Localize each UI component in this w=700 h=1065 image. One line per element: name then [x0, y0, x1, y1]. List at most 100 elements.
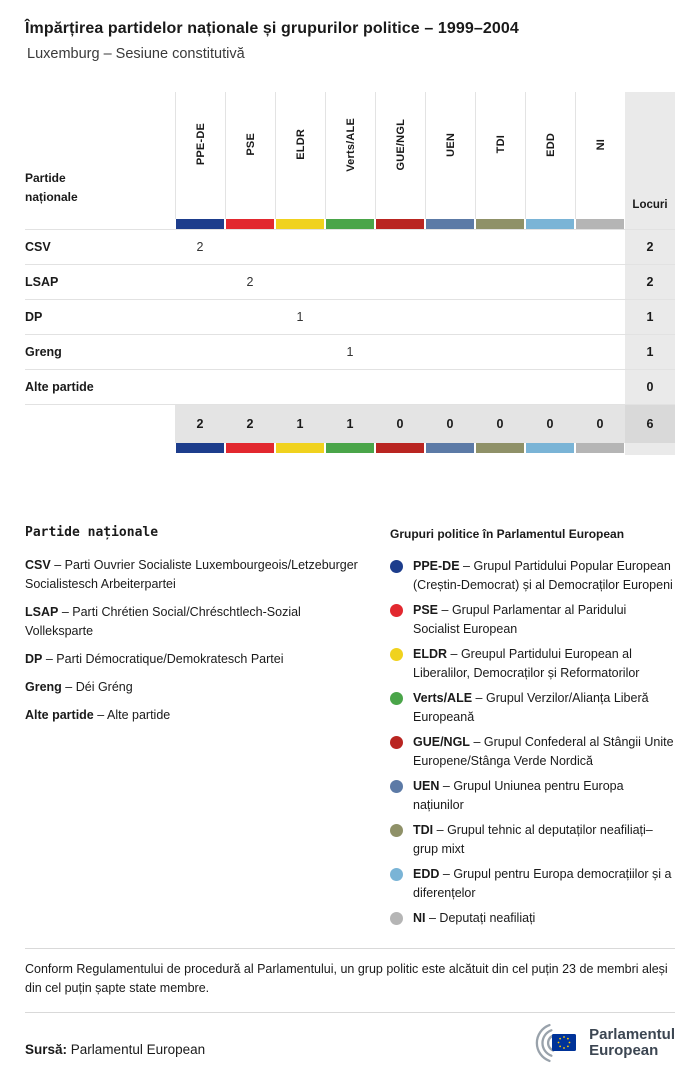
group-color-bar	[376, 443, 424, 453]
seat-cell	[475, 335, 525, 369]
seat-cell	[375, 230, 425, 264]
group-color-bar	[426, 443, 474, 453]
seat-cell	[425, 300, 475, 334]
party-name: Alte partide	[25, 380, 94, 394]
group-column-header: Verts/ALE	[325, 92, 375, 219]
page-title: Împărțirea partidelor naționale și grupu…	[25, 20, 519, 37]
group-color-dot	[390, 824, 403, 837]
party-name: LSAP	[25, 275, 59, 289]
party-legend-item: Greng – Déi Gréng	[25, 680, 133, 694]
table-row: CSV 2 2	[25, 230, 675, 265]
group-color-dot	[390, 692, 403, 705]
ep-logo-mark	[535, 1023, 577, 1063]
row-total-cell: 2	[625, 230, 675, 264]
row-total-cell: 1	[625, 300, 675, 334]
seat-cell	[225, 335, 275, 369]
group-color-bar	[476, 443, 524, 453]
seat-cell	[275, 335, 325, 369]
party-name: DP	[25, 310, 43, 324]
group-color-bar	[476, 219, 524, 229]
legend-section: Partide naționale CSV – Parti Ouvrier So…	[25, 525, 675, 934]
group-legend-item: GUE/NGL – Grupul Confederal al Stângii U…	[390, 733, 675, 771]
source-label: Sursă:	[25, 1042, 68, 1057]
seat-cell	[325, 370, 375, 404]
parties-legend: Partide naționale CSV – Parti Ouvrier So…	[25, 525, 390, 934]
party-legend-item: LSAP – Parti Chrétien Social/Chréschtlec…	[25, 605, 301, 638]
spacer-cell	[25, 219, 175, 229]
seat-cell	[425, 265, 475, 299]
group-column-header: NI	[575, 92, 625, 219]
parties-legend-heading: Partide naționale	[25, 525, 159, 540]
spacer-cell	[25, 443, 175, 455]
column-total-cell: 0	[525, 405, 575, 443]
group-column-header: UEN	[425, 92, 475, 219]
group-color-bar	[326, 443, 374, 453]
seat-cell	[575, 335, 625, 369]
seat-cell: 2	[196, 240, 204, 254]
group-legend-item: PPE-DE – Grupul Partidului Popular Europ…	[390, 557, 675, 595]
group-color-bar	[526, 219, 574, 229]
seat-cell	[575, 230, 625, 264]
group-color-bars-bottom	[25, 443, 675, 455]
group-color-bar	[226, 219, 274, 229]
seat-cell	[575, 300, 625, 334]
page-subtitle: Luxemburg – Sesiune constitutivă	[27, 46, 245, 62]
seat-cell	[375, 335, 425, 369]
column-total-cell: 2	[175, 405, 225, 443]
group-color-bars-top	[25, 219, 675, 230]
seat-cell	[175, 300, 225, 334]
group-column-header: PPE-DE	[175, 92, 225, 219]
hemicycle-arcs	[535, 1023, 555, 1063]
group-color-bar	[276, 219, 324, 229]
group-legend-item: Verts/ALE – Grupul Verzilor/Alianța Libe…	[390, 689, 675, 727]
seat-cell	[525, 230, 575, 264]
source-text: Parlamentul European	[70, 1042, 206, 1057]
column-total-cell: 2	[225, 405, 275, 443]
seat-cell	[375, 265, 425, 299]
divider	[25, 948, 675, 949]
seat-cell	[275, 370, 325, 404]
party-name: Greng	[25, 345, 62, 359]
source-line: Sursă: Parlamentul European	[25, 1042, 205, 1057]
table-row: Greng 1 1	[25, 335, 675, 370]
footnote: Conform Regulamentului de procedură al P…	[25, 962, 668, 995]
group-color-bar	[276, 443, 324, 453]
seat-cell	[425, 370, 475, 404]
groups-legend-heading: Grupuri politice în Parlamentul European	[390, 527, 625, 541]
group-color-dot	[390, 868, 403, 881]
groups-legend: Grupuri politice în Parlamentul European…	[390, 525, 675, 934]
seat-cell	[175, 265, 225, 299]
column-total-cell: 0	[575, 405, 625, 443]
seat-cell	[425, 230, 475, 264]
seat-cell	[225, 230, 275, 264]
seat-cell	[175, 370, 225, 404]
row-total-cell: 2	[625, 265, 675, 299]
grand-total-cell: 6	[625, 405, 675, 443]
totals-row: 2 2 1 1 0 0 0 0 0 6	[25, 405, 675, 443]
footer: Sursă: Parlamentul European Parlamentul	[25, 1021, 675, 1065]
group-legend-item: EDD – Grupul pentru Europa democrațiilor…	[390, 865, 675, 903]
seat-cell	[325, 300, 375, 334]
seat-cell	[575, 265, 625, 299]
seat-cell	[575, 370, 625, 404]
seat-cell	[475, 300, 525, 334]
group-color-bar	[226, 443, 274, 453]
column-total-cell: 0	[375, 405, 425, 443]
table-header: Partide naționale PPE-DE PSE ELDR Verts/…	[25, 92, 675, 219]
group-color-bar	[326, 219, 374, 229]
seats-column-header: Locuri	[625, 92, 675, 219]
group-color-dot	[390, 736, 403, 749]
table-row: DP 1 1	[25, 300, 675, 335]
divider	[25, 1012, 675, 1013]
group-color-dot	[390, 780, 403, 793]
row-header-label: Partide naționale	[25, 170, 78, 204]
table-row: Alte partide 0	[25, 370, 675, 405]
group-column-header: ELDR	[275, 92, 325, 219]
seats-table: Partide naționale PPE-DE PSE ELDR Verts/…	[25, 92, 675, 455]
seat-cell	[275, 265, 325, 299]
seat-cell	[325, 265, 375, 299]
seat-cell	[225, 300, 275, 334]
seat-cell	[475, 230, 525, 264]
group-color-dot	[390, 648, 403, 661]
ep-logo-text: Parlamentul European	[589, 1026, 675, 1059]
